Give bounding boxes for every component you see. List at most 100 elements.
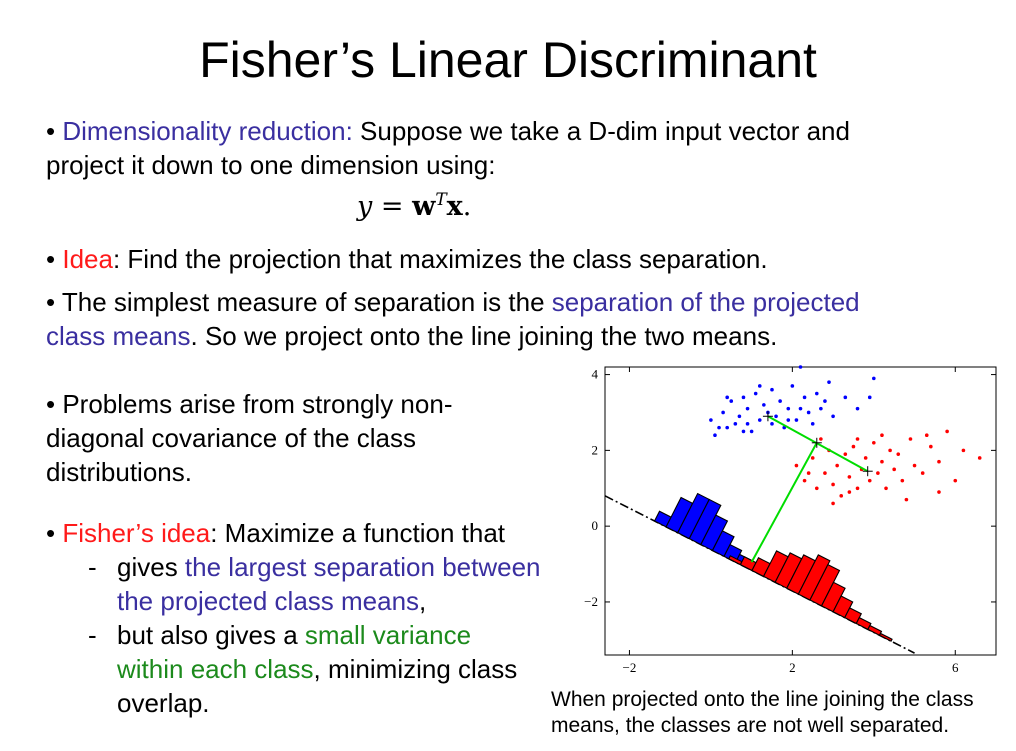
class2-point <box>904 497 909 502</box>
term-class-means: class means <box>46 321 191 351</box>
class2-point <box>961 448 966 453</box>
bullet-idea: • Idea: Find the projection that maximiz… <box>46 242 768 276</box>
sub-bullet-dash: - <box>88 620 97 650</box>
class1-point <box>749 429 754 434</box>
class1-point <box>774 414 778 419</box>
class1-point <box>729 399 734 403</box>
class2-point <box>937 490 941 494</box>
class1-histogram-bar <box>711 530 735 558</box>
class1-point <box>843 395 848 400</box>
bullet-fishers-idea: • Fisher’s idea: Maximize a function tha… <box>46 516 505 550</box>
class2-point <box>876 471 880 475</box>
bullet-dot: • <box>46 518 56 548</box>
term-fishers-idea: Fisher’s idea <box>62 518 211 548</box>
class1-point <box>790 384 795 388</box>
class2-point <box>847 475 852 479</box>
class1-point <box>798 406 803 411</box>
figure-caption: When projected onto the line joining the… <box>551 687 974 739</box>
class1-point <box>770 422 774 426</box>
class1-point <box>819 406 823 411</box>
class2-point <box>851 444 856 449</box>
sub-bullet-small-variance: - <box>88 618 97 652</box>
class2-point <box>953 478 958 483</box>
class1-point <box>757 418 762 422</box>
bullet-text-line3: distributions. <box>46 457 192 487</box>
class2-histogram-bar <box>843 607 863 625</box>
y-tick-label: 4 <box>592 367 599 382</box>
bullet-text: Suppose we take a D-dim input vector and <box>352 116 850 146</box>
sub-text-comma: , <box>419 586 427 616</box>
class2-histogram-bar <box>797 554 831 601</box>
class2-point <box>924 433 929 438</box>
class1-point <box>855 406 860 411</box>
bullet-dot: • <box>46 287 56 317</box>
class2-point <box>884 486 888 491</box>
class1-point <box>762 403 766 407</box>
class2-point <box>835 463 839 468</box>
class1-point <box>745 406 750 411</box>
class2-point <box>810 456 815 460</box>
class2-point <box>867 478 872 483</box>
class2-point <box>977 456 982 460</box>
class2-histogram-bar <box>809 563 841 607</box>
class1-point <box>725 425 729 430</box>
term-within-class: within each class <box>117 654 314 684</box>
eq-transpose: T <box>435 190 447 210</box>
class2-point <box>814 486 819 491</box>
class2-point <box>863 456 868 460</box>
class1-point <box>741 395 746 400</box>
fisher-projection-chart: −2 2 6 4 2 0 −2 <box>584 365 997 675</box>
bullet-simplest-measure: • The simplest measure of separation is … <box>46 285 860 353</box>
y-tick-label: 0 <box>592 518 599 533</box>
class2-point <box>945 429 949 434</box>
bullet-text-continued: project it down to one dimension using: <box>46 150 496 180</box>
class1-point <box>745 422 750 426</box>
bullet-text: : Find the projection that maximizes the… <box>112 244 768 274</box>
class2-point <box>900 478 905 483</box>
class1-point <box>786 406 791 411</box>
class1-point <box>814 391 819 396</box>
class2-point <box>855 437 860 441</box>
class2-histogram-bar <box>878 632 893 642</box>
class1-point <box>798 365 803 369</box>
bullet-text-line2: diagonal covariance of the class <box>46 423 417 453</box>
projection-equation: y = wTx. <box>357 190 471 222</box>
eq-x: x <box>446 191 463 222</box>
bullet-text: The simplest measure of separation is th… <box>55 287 552 317</box>
class2-point <box>880 459 884 464</box>
sub-bullet-1-text: gives the largest separation between the… <box>117 550 541 618</box>
bullet-text: Problems arise from strongly non- <box>55 389 453 419</box>
class1-point <box>737 414 742 419</box>
class2-point <box>912 463 917 468</box>
eq-period: . <box>462 191 472 222</box>
term-separation: separation of the projected <box>551 287 860 317</box>
class2-point <box>794 463 799 468</box>
class2-point <box>806 471 811 475</box>
class2-point <box>892 467 896 472</box>
eq-y: y <box>357 191 373 222</box>
x-tick-label: 6 <box>952 660 959 675</box>
sub-text: gives <box>117 552 185 582</box>
bullet-dot: • <box>46 389 56 419</box>
class1-point <box>753 391 758 396</box>
sub-text: but also gives a <box>117 620 305 650</box>
class1-point <box>827 380 831 384</box>
sub-text-continued: , minimizing class <box>313 654 518 684</box>
class1-point <box>713 433 717 438</box>
class1-point <box>721 410 725 415</box>
class2-histogram-bar <box>867 624 883 637</box>
class1-point <box>831 414 835 419</box>
bullet-dot: • <box>46 244 56 274</box>
caption-line-1: When projected onto the line joining the… <box>551 688 974 711</box>
bullet-text-continued: . So we project onto the line joining th… <box>190 321 778 351</box>
class1-point <box>872 376 876 381</box>
term-idea: Idea <box>62 244 113 274</box>
class2-point <box>855 486 860 491</box>
class2-point <box>920 471 925 475</box>
class1-point <box>709 418 713 422</box>
class1-point <box>823 399 827 403</box>
class1-point <box>802 395 807 400</box>
class2-point <box>819 437 823 441</box>
sub-bullet-2-text: but also gives a small variance within e… <box>117 618 517 720</box>
class2-point <box>872 440 876 445</box>
